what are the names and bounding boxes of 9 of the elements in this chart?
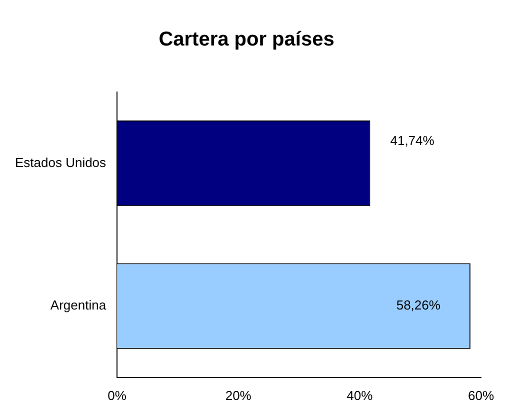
x-tick-label: 0% [108, 388, 127, 403]
data-label: 41,74% [390, 132, 435, 148]
y-tick-label: Argentina [50, 298, 107, 313]
x-tick-label: 60% [468, 388, 494, 403]
data-label: 58,26% [396, 298, 441, 313]
x-tick-label: 20% [225, 388, 252, 403]
chart-title: Cartera por países [158, 28, 334, 51]
x-tick-label: 40% [346, 388, 374, 403]
y-tick-label: Estados Unidos [14, 154, 107, 170]
